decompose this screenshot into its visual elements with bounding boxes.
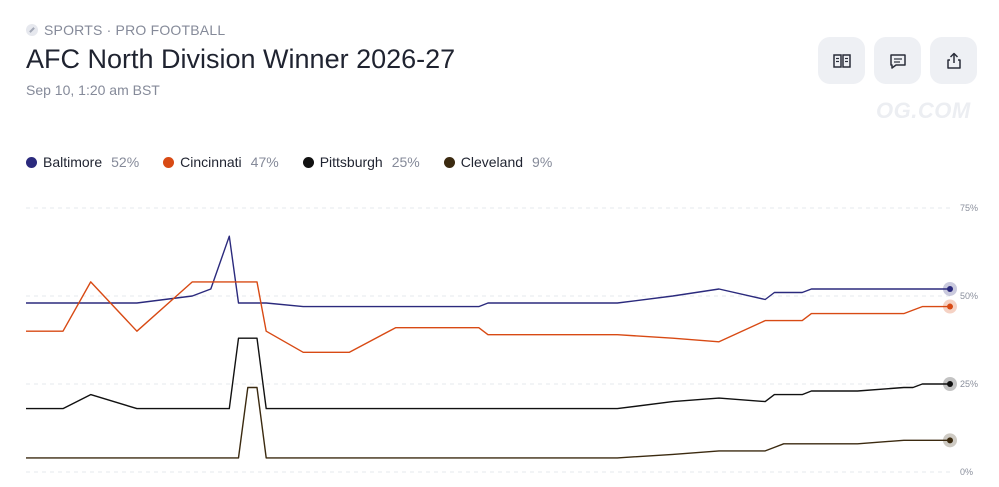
y-tick-label: 25%: [960, 379, 978, 389]
legend-swatch: [163, 156, 175, 168]
page-title: AFC North Division Winner 2026-27: [26, 44, 456, 74]
y-tick-label: 50%: [960, 291, 978, 301]
legend-swatch: [443, 156, 455, 168]
series-line-baltimore[interactable]: [26, 235, 950, 308]
football-icon: [26, 24, 38, 36]
timestamp: Sep 10, 1:20 am BST: [26, 82, 160, 98]
legend-label: Cincinnati: [180, 154, 242, 170]
legend-item-baltimore[interactable]: Baltimore 52%: [26, 154, 139, 170]
share-button[interactable]: [930, 37, 977, 84]
rules-button[interactable]: [818, 37, 865, 84]
watermark-logo: OG.COM: [876, 98, 971, 123]
chart-legend: Baltimore 52% Cincinnati 47% Pittsburgh …: [26, 154, 552, 170]
series-endpoint-pittsburgh[interactable]: [947, 381, 953, 387]
category-label: SPORTS · PRO FOOTBALL: [44, 22, 226, 38]
legend-value: 47%: [250, 154, 279, 170]
series-line-cincinnati[interactable]: [26, 281, 950, 354]
series-endpoint-cincinnati[interactable]: [947, 303, 953, 310]
legend-value: 9%: [532, 154, 553, 170]
comment-icon: [889, 53, 906, 69]
legend-item-pittsburgh[interactable]: Pittsburgh 25%: [302, 154, 420, 170]
legend-label: Cleveland: [460, 154, 524, 170]
rules-book-icon: [832, 53, 851, 68]
share-icon: [946, 52, 961, 69]
legend-label: Pittsburgh: [319, 154, 383, 170]
legend-swatch: [302, 156, 314, 168]
series-endpoint-cleveland[interactable]: [947, 437, 953, 444]
series-line-cleveland[interactable]: [26, 386, 950, 459]
legend-swatch: [26, 156, 37, 168]
legend-label: Baltimore: [43, 154, 103, 170]
probability-chart[interactable]: 75% 50% 25% 0%: [0, 195, 999, 485]
comments-button[interactable]: [874, 37, 921, 84]
legend-value: 52%: [111, 154, 140, 170]
breadcrumb[interactable]: SPORTS · PRO FOOTBALL: [26, 22, 225, 38]
y-tick-label: 75%: [960, 203, 978, 213]
y-tick-label: 0%: [960, 467, 973, 477]
series-line-pittsburgh[interactable]: [26, 337, 950, 410]
legend-value: 25%: [391, 154, 420, 170]
legend-item-cleveland[interactable]: Cleveland 9%: [443, 154, 553, 170]
series-endpoint-baltimore[interactable]: [947, 285, 953, 292]
legend-item-cincinnati[interactable]: Cincinnati 47%: [163, 154, 279, 170]
